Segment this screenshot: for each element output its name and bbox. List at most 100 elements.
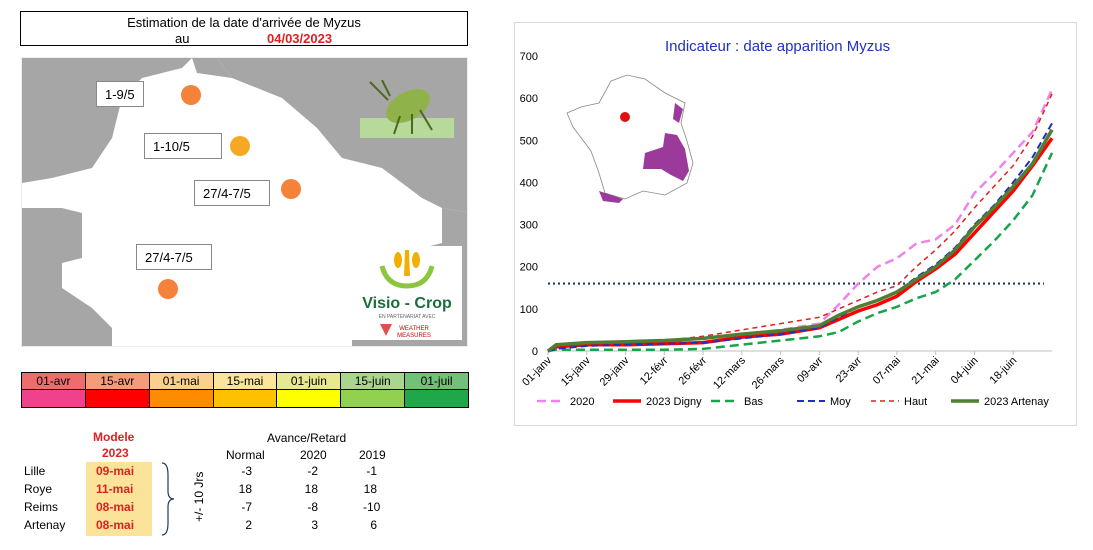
scale-label: 15-avr <box>85 372 150 390</box>
x-tick-label: 09-avr <box>795 354 826 385</box>
y-tick-label: 100 <box>520 304 538 316</box>
series-line <box>546 128 1054 353</box>
map-label-2: 1-10/5 <box>144 133 222 159</box>
x-tick-label: 26-mars <box>750 354 787 391</box>
estimation-title-box: Estimation de la date d'arrivée de Myzus… <box>20 11 468 46</box>
bracket-icon <box>161 462 175 536</box>
map-label-4: 27/4-7/5 <box>136 244 212 270</box>
map-label-1: 1-9/5 <box>96 81 144 107</box>
scale-color-swatch <box>405 390 470 408</box>
scale-label: 01-juin <box>277 372 342 390</box>
scale-color-swatch <box>277 390 342 408</box>
row-val: -3 <box>241 464 252 478</box>
legend-label: Bas <box>744 396 763 408</box>
row-val: -10 <box>363 500 381 514</box>
scale-labels-row: 01-avr 15-avr 01-mai 15-mai 01-juin 15-juin 01… <box>21 372 470 390</box>
estimation-title: Estimation de la date d'arrivée de Myzus <box>127 15 361 30</box>
col-2020: 2020 <box>300 448 327 462</box>
row-val: 2 <box>245 518 252 532</box>
map-label-4-text: 27/4-7/5 <box>136 244 212 270</box>
series-line <box>547 152 1054 353</box>
map-dot-1 <box>181 85 201 105</box>
y-tick-label: 700 <box>520 51 538 63</box>
map-label-2-text: 1-10/5 <box>144 133 222 159</box>
legend-label: Moy <box>830 396 851 408</box>
col-normal: Normal <box>226 448 265 462</box>
row-val: -1 <box>366 464 377 478</box>
map-dot-3 <box>281 179 301 199</box>
row-date: 09-mai <box>96 464 135 478</box>
legend-label: Haut <box>904 396 927 408</box>
row-val: -7 <box>241 500 252 514</box>
x-tick-label: 18-juin <box>988 355 1020 387</box>
au-label: au <box>175 31 190 46</box>
avance-retard-label: Avance/Retard <box>267 431 347 445</box>
map-label-1-text: 1-9/5 <box>96 81 144 107</box>
aphid-icon <box>360 79 454 140</box>
col-2019: 2019 <box>359 448 386 462</box>
svg-text:MEASURES: MEASURES <box>397 333 431 339</box>
chart-plot: 0 100 200 300 400 500 600 700 01-janv 15-janv 29-j… <box>520 51 1054 408</box>
y-tick-label: 500 <box>520 135 538 147</box>
scale-color-swatch <box>149 390 214 408</box>
map-label-3-text: 27/4-7/5 <box>194 180 270 206</box>
x-tick-label: 12-mars <box>711 354 748 391</box>
x-tick-label: 07-mai <box>871 355 903 387</box>
scale-label: 01-avr <box>21 372 86 390</box>
estimation-date: 04/03/2023 <box>267 31 333 46</box>
row-site: Lille <box>24 464 46 478</box>
svg-text:EN PARTENARIAT AVEC: EN PARTENARIAT AVEC <box>379 314 436 320</box>
scale-label: 15-mai <box>213 372 278 390</box>
date-color-scale: 01-avr 15-avr 01-mai 15-mai 01-juin 15-juin 01… <box>21 372 470 408</box>
svg-text:WEATHER: WEATHER <box>399 326 429 332</box>
modele-label: Modele <box>93 430 135 444</box>
france-map-inset <box>566 74 694 203</box>
legend-label: 2023 Artenay <box>984 396 1049 408</box>
tolerance-label: +/- 10 Jrs <box>192 471 206 522</box>
scale-color-swatch <box>213 390 278 408</box>
scale-color-swatch <box>85 390 150 408</box>
row-site: Artenay <box>24 518 66 532</box>
scale-colors-row <box>21 390 470 408</box>
x-tick-label: 01-janv <box>520 354 554 388</box>
scale-label: 01-juil <box>405 372 470 390</box>
x-tick-label: 15-janv <box>559 354 593 388</box>
row-val: 18 <box>304 482 318 496</box>
x-tick-label: 04-juin <box>949 355 981 387</box>
row-date: 11-mai <box>96 482 134 496</box>
row-val: 18 <box>238 482 252 496</box>
visio-crop-logo: Visio - Crop EN PARTENARIAT AVEC WEATHER… <box>352 246 462 340</box>
row-val: -8 <box>307 500 318 514</box>
scale-color-swatch <box>341 390 406 408</box>
y-tick-label: 300 <box>520 220 538 232</box>
model-dates-highlight <box>86 462 152 536</box>
row-val: 18 <box>363 482 377 496</box>
x-tick-label: 23-avr <box>834 354 865 385</box>
row-date: 08-mai <box>96 500 135 514</box>
scale-color-swatch <box>21 390 86 408</box>
scale-label: 15-juin <box>341 372 406 390</box>
x-tick-label: 21-mai <box>910 355 942 387</box>
x-tick-label: 26-févr <box>676 354 709 387</box>
legend-label: 2023 Digny <box>646 396 702 408</box>
row-site: Roye <box>24 482 53 496</box>
row-site: Reims <box>24 500 59 514</box>
y-tick-label: 0 <box>532 346 538 358</box>
modele-year: 2023 <box>102 446 129 460</box>
y-tick-label: 600 <box>520 93 538 105</box>
y-tick-label: 400 <box>520 177 538 189</box>
x-tick-label: 29-janv <box>598 354 632 388</box>
scale-label: 01-mai <box>149 372 214 390</box>
legend-label: 2020 <box>570 396 594 408</box>
chart-title: Indicateur : date apparition Myzus <box>665 38 891 55</box>
map-dot-2 <box>230 136 250 156</box>
map-label-3: 27/4-7/5 <box>194 180 270 206</box>
row-val: 6 <box>370 518 377 532</box>
y-tick-label: 200 <box>520 262 538 274</box>
map-dot-4 <box>158 279 178 299</box>
row-val: -2 <box>307 464 318 478</box>
row-val: 3 <box>311 518 318 532</box>
myzus-chart: Indicateur : date apparition Myzus 0 100 2… <box>514 22 1077 426</box>
svg-text:Visio - Crop: Visio - Crop <box>362 295 452 312</box>
row-date: 08-mai <box>96 518 135 532</box>
